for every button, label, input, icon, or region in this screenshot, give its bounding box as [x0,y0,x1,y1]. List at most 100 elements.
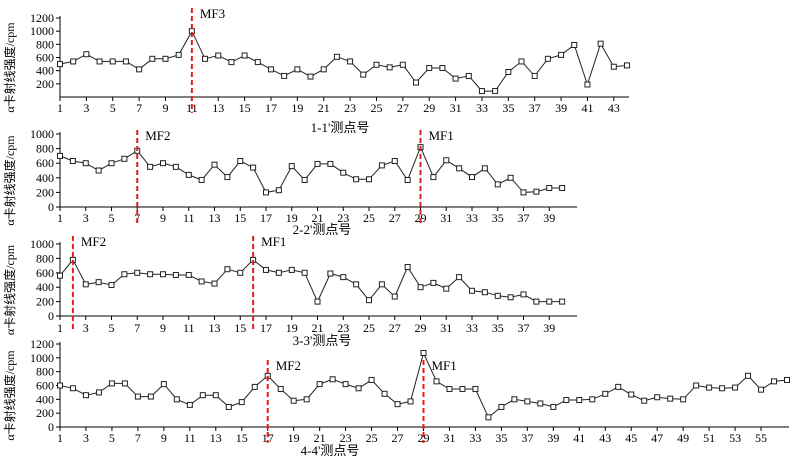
data-point [237,158,244,165]
x-axis-label: 4-4'测点号 [301,443,360,458]
data-point [160,381,167,388]
x-tick-label: 11 [183,211,195,225]
x-tick-label: 39 [543,211,555,225]
series-line [59,258,563,303]
data-point [469,287,475,294]
data-point [641,397,648,404]
x-tick-label: 39 [555,101,567,115]
x-tick-label: 3 [83,101,89,115]
x-axis-label: 1-1'测点号 [311,120,370,135]
x-tick-label: 13 [209,211,221,225]
data-point [238,399,245,406]
data-point [147,393,154,400]
data-point [320,66,327,73]
data-point [314,160,321,167]
x-tick-label: 23 [344,101,356,115]
x-tick-label: 19 [286,211,298,225]
data-point [241,52,248,59]
data-point [571,41,578,48]
data-point [784,376,790,383]
data-point [314,298,321,305]
x-tick-label: 11 [184,431,196,445]
x-tick-label: 9 [162,101,168,115]
x-tick-label: 3 [83,431,89,445]
data-point [263,189,269,196]
x-tick-label: 13 [212,101,224,115]
fault-label: MF1 [429,128,454,143]
data-point [615,383,622,390]
y-tick-label: 1200 [30,337,54,351]
y-axis-label: α卡射线强度/cpm [2,135,17,226]
data-point [404,264,411,271]
x-tick-label: 33 [476,101,488,115]
data-point [198,278,205,285]
y-tick-label: 400 [36,392,54,406]
data-point [275,269,282,276]
data-point [198,176,205,183]
data-point [413,79,420,86]
data-point [355,385,362,392]
data-point [215,52,222,59]
data-point [136,66,143,73]
data-point [366,176,372,183]
data-point [399,61,406,68]
data-point [95,389,102,396]
y-tick-label: 0 [48,309,54,323]
data-point [520,291,527,298]
x-tick-label: 17 [265,101,277,115]
data-point [185,271,192,278]
x-tick-label: 3 [83,321,89,335]
data-point [693,382,700,389]
data-point [333,53,340,60]
x-tick-label: 25 [366,431,378,445]
series-line [59,30,628,92]
x-tick-label: 53 [729,431,741,445]
fault-label: MF1 [432,358,457,373]
x-tick-label: 33 [466,211,478,225]
data-point [288,266,295,273]
x-tick-label: 41 [573,431,585,445]
y-tick-label: 400 [36,64,54,78]
data-point [160,160,166,167]
data-point [533,188,540,195]
data-point [109,58,116,65]
data-point [57,61,63,68]
data-point [250,164,257,171]
x-tick-label: 27 [392,431,404,445]
x-tick-label: 1 [57,211,63,225]
data-point [492,88,499,95]
data-point [173,396,180,403]
y-tick-label: 1000 [30,237,54,251]
data-point [108,380,115,387]
data-point [70,58,77,65]
data-point [162,55,169,62]
x-tick-label: 5 [109,431,115,445]
x-tick-label: 37 [518,321,530,335]
x-tick-label: 5 [109,321,115,335]
data-point [680,396,687,403]
data-point [452,75,459,82]
data-point [465,72,472,79]
x-tick-label: 25 [363,211,375,225]
data-point [524,398,531,405]
data-point [391,293,398,300]
data-point [430,279,437,286]
data-point [301,176,308,183]
y-axis-label: α卡射线强度/cpm [2,244,17,335]
x-tick-label: 21 [312,321,324,335]
data-point [537,400,544,407]
x-tick-label: 27 [389,211,401,225]
x-tick-label: 15 [239,101,251,115]
x-tick-label: 15 [234,211,246,225]
data-point [301,269,308,276]
data-point [57,272,63,279]
x-tick-label: 19 [288,431,300,445]
x-tick-label: 13 [210,431,222,445]
data-point [108,160,115,167]
x-tick-label: 1 [57,101,63,115]
data-point [366,297,372,304]
data-point [307,73,314,80]
data-point [507,294,514,301]
x-tick-label: 5 [110,101,116,115]
